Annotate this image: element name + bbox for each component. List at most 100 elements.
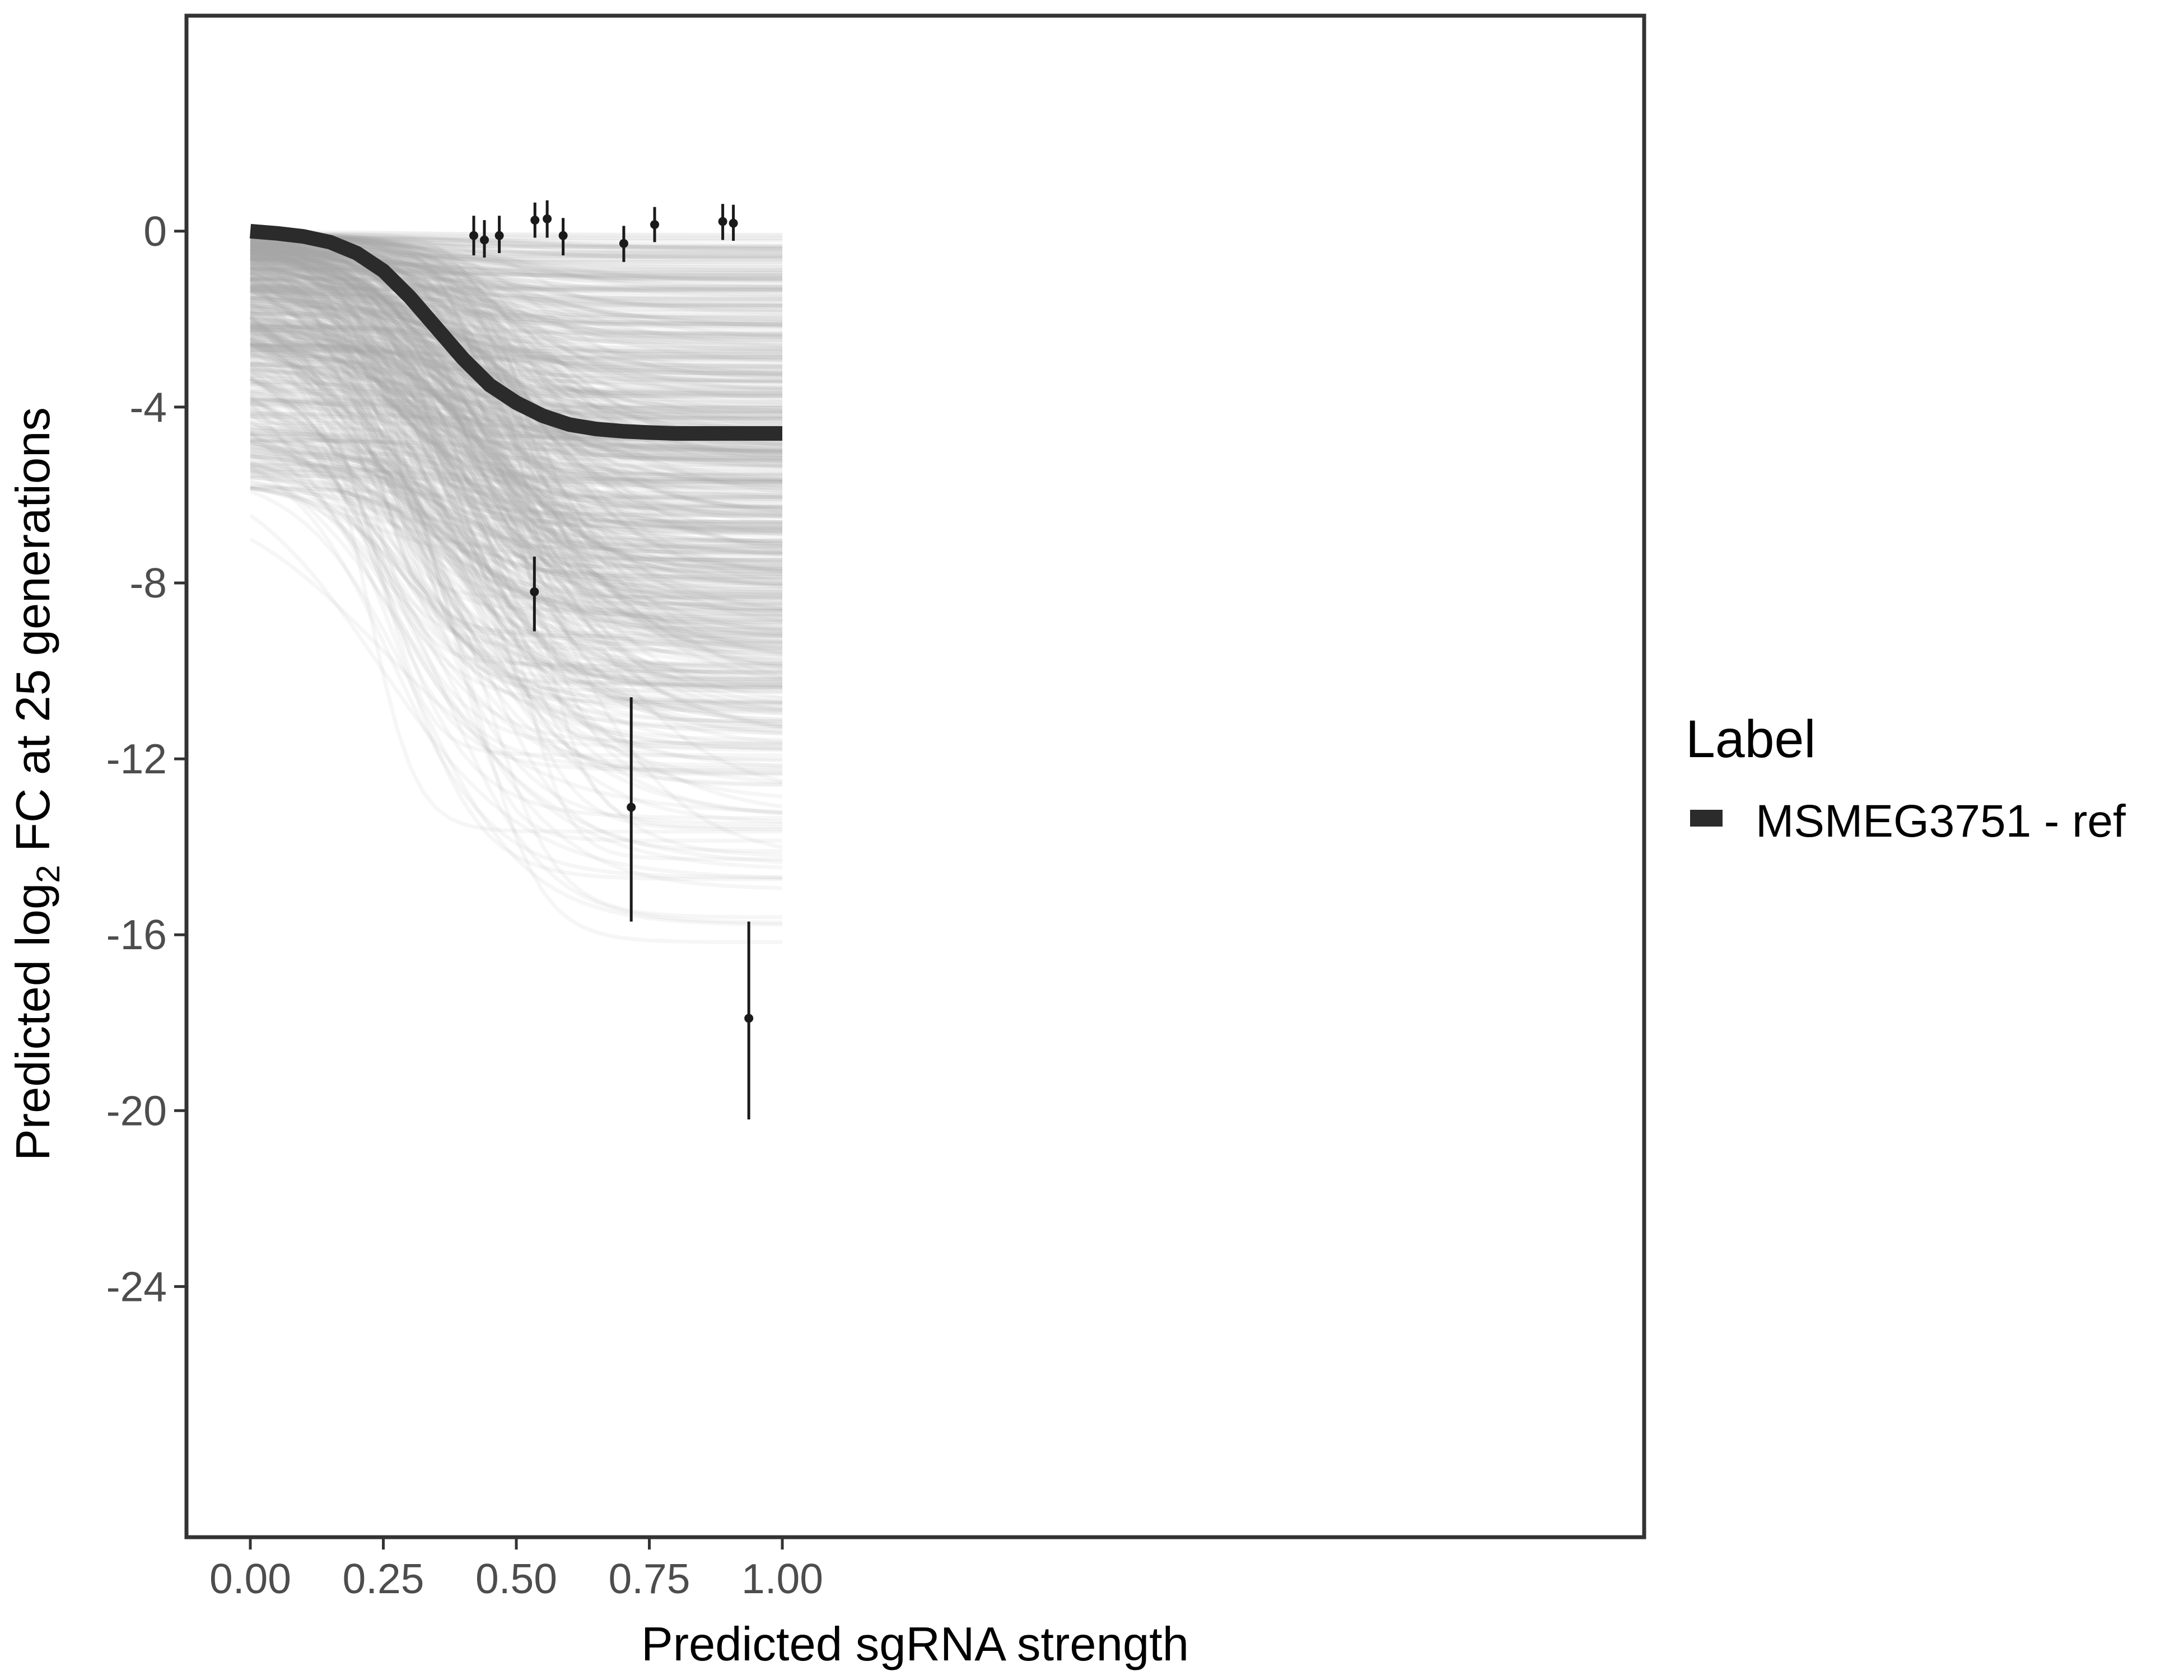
posterior-draw-line (249, 302, 783, 742)
posterior-draw-line (250, 283, 782, 308)
posterior-draw-line (250, 471, 783, 617)
posterior-draw-line (250, 259, 782, 393)
posterior-draw-line (250, 248, 783, 291)
posterior-draw-line (250, 295, 783, 455)
posterior-draw-line (250, 322, 783, 728)
posterior-draw-line (250, 260, 783, 553)
posterior-draw-line (249, 452, 783, 890)
posterior-draw-line (250, 272, 783, 666)
posterior-draw-line (250, 231, 783, 576)
posterior-draw-line (249, 279, 783, 618)
posterior-draw-line (250, 250, 783, 645)
posterior-draw-line (249, 375, 783, 679)
posterior-draw-line (249, 329, 783, 568)
posterior-draw-line (250, 256, 783, 489)
posterior-draw-line (250, 243, 783, 545)
posterior-draw-line (250, 460, 782, 777)
posterior-draw-line (250, 253, 783, 297)
posterior-draw-line (249, 315, 782, 687)
posterior-draw-line (250, 321, 783, 539)
posterior-draw-line (250, 244, 783, 550)
posterior-draw-line (250, 415, 782, 554)
posterior-draw-line (249, 257, 783, 636)
posterior-draw-line (250, 273, 782, 579)
posterior-draw-line (250, 259, 783, 269)
posterior-draw-line (249, 342, 782, 772)
posterior-draw-line (249, 316, 783, 709)
posterior-draw-line (249, 304, 783, 556)
posterior-draw-line (250, 397, 783, 715)
posterior-draw-line (250, 261, 782, 382)
posterior-draw-line (250, 250, 782, 370)
posterior-draw-line (249, 340, 783, 768)
posterior-draw-line (250, 243, 783, 664)
posterior-draw-line (250, 351, 782, 693)
y-tick-label: -24 (106, 1263, 167, 1310)
posterior-draw-line (250, 327, 782, 482)
posterior-draw-line (249, 356, 783, 638)
data-point (530, 587, 539, 596)
posterior-draw-line (250, 272, 782, 278)
posterior-draw-line (250, 336, 783, 669)
posterior-draw-line (250, 486, 783, 925)
posterior-draw-line (250, 286, 783, 450)
posterior-draw-line (250, 475, 783, 543)
posterior-draw-line (250, 398, 782, 829)
posterior-draw-line (250, 232, 782, 606)
data-point (627, 802, 636, 812)
posterior-draw-line (250, 256, 782, 684)
posterior-draw-line (250, 261, 783, 421)
posterior-draw-line (249, 286, 783, 519)
posterior-draw-line (250, 421, 783, 618)
posterior-draw-line (250, 251, 783, 694)
posterior-draw-line (250, 353, 782, 595)
posterior-draw-line (250, 354, 783, 454)
legend-title: Label (1686, 710, 1816, 769)
posterior-draw-line (250, 253, 783, 431)
posterior-draw-line (250, 268, 782, 281)
posterior-draw-line (250, 372, 782, 768)
posterior-draw-line (250, 241, 782, 363)
posterior-draw-line (250, 253, 783, 326)
posterior-draw-line (250, 340, 782, 535)
data-point (744, 1014, 754, 1023)
posterior-draw-line (250, 465, 783, 853)
posterior-draw-line (250, 245, 782, 526)
posterior-draw-line (250, 251, 782, 301)
posterior-draw-line (250, 414, 783, 627)
posterior-draw-line (250, 328, 782, 360)
posterior-draw-line (250, 328, 783, 375)
posterior-draw-line (250, 394, 783, 675)
posterior-draw-line (250, 272, 782, 687)
posterior-draw-line (250, 342, 782, 361)
posterior-draw-line (250, 367, 783, 488)
posterior-draw-line (250, 309, 782, 524)
posterior-draw-line (250, 283, 782, 293)
posterior-draw-line (250, 246, 782, 543)
posterior-draw-line (249, 265, 783, 398)
y-axis: 0 -4 -8 -12 -16 -20 -24 (106, 208, 185, 1310)
posterior-draw-line (250, 297, 783, 510)
posterior-draw-line (250, 348, 782, 504)
posterior-draw-line (250, 390, 782, 834)
posterior-draw-line (250, 290, 782, 418)
posterior-draw-line (250, 245, 783, 343)
posterior-draw-line (250, 325, 783, 484)
posterior-draw-line (250, 278, 783, 591)
posterior-draw-line (250, 267, 783, 484)
posterior-draw-line (250, 232, 782, 260)
posterior-draw-line (250, 431, 782, 579)
posterior-draw-line (250, 455, 783, 622)
posterior-draw-line (250, 288, 783, 613)
posterior-draw-line (250, 318, 782, 776)
y-axis-title-suffix: FC at 25 generations (7, 407, 60, 865)
posterior-draw-line (250, 248, 782, 524)
posterior-draw-line (250, 253, 783, 573)
posterior-draw-line (250, 246, 782, 396)
posterior-draw-line (250, 454, 782, 510)
posterior-draw-line (250, 263, 783, 492)
posterior-draw-line (249, 377, 783, 683)
posterior-draw-line (250, 353, 783, 633)
posterior-draw-line (249, 313, 783, 482)
posterior-draw-line (249, 256, 782, 478)
